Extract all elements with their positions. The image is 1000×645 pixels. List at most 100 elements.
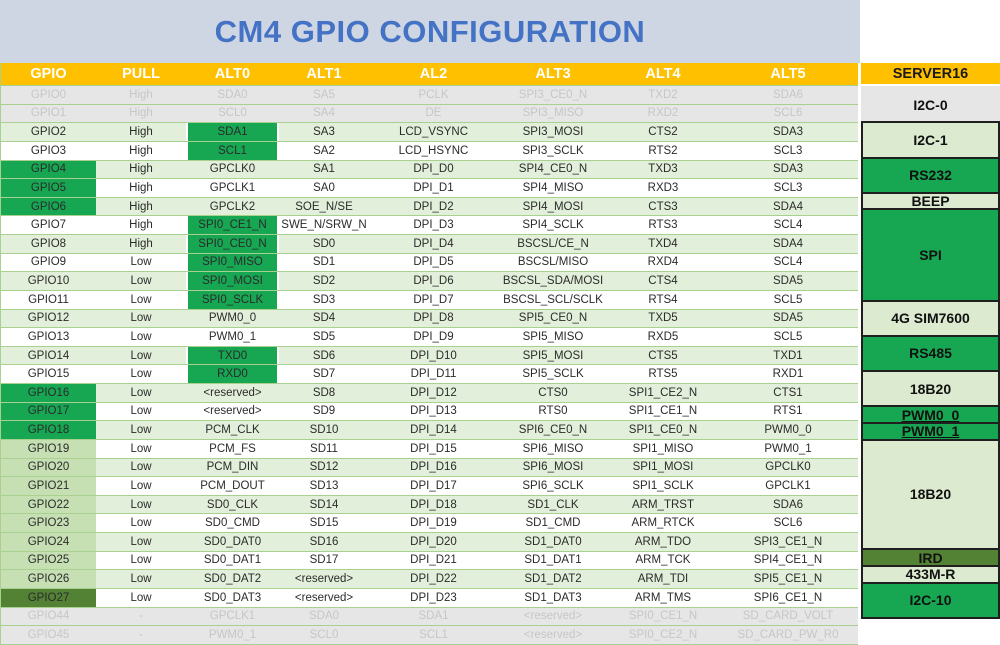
server-cell-4g-sim7600: 4G SIM7600 [861,299,1000,337]
table-cell: DPI_D18 [410,498,457,511]
server-column-header: SERVER16 [861,63,1000,86]
table-cell: PCLK [418,88,449,101]
server-cell-i2c-1: I2C-1 [861,121,1000,159]
table-cell: DPI_D13 [410,405,457,418]
table-cell: High [129,219,153,232]
table-row-gpio26: GPIO26 Low SD0_DAT2 <reserved> DPI_D22 SD1_DA… [1,570,858,589]
table-cell: High [129,163,153,176]
server-column: SERVER16 I2C-0 I2C-1 RS232 BEEP SPI 4G SIM760… [861,63,1000,619]
table-cell: RXD3 [647,181,679,194]
column-header-alt3: ALT3 [535,66,571,82]
table-cell: SA3 [313,126,335,139]
table-cell: SA0 [313,181,335,194]
table-cell: CTS0 [538,386,568,399]
table-cell: GPCLK1 [209,181,256,194]
table-cell: SWE_N/SRW_N [281,219,367,232]
gpio-cell: GPIO4 [1,160,96,179]
table-cell: SCL6 [773,107,803,120]
table-cell: CTS3 [648,200,678,213]
gpio-cell: GPIO2 [30,126,67,139]
table-cell: LCD_VSYNC [398,126,469,139]
column-header-gpio: GPIO [30,66,67,82]
table-cell: RTS5 [648,368,678,381]
gpio-cell: GPIO0 [30,88,67,101]
gpio-table: GPIO PULL ALT0 ALT1 AL2 ALT3 ALT4 ALT5 GPIO0 Hig… [0,63,858,645]
table-cell: SD1_DAT2 [524,573,582,586]
table-cell: SPI4_CE1_N [753,554,823,567]
table-cell: SD5 [312,330,336,343]
table-cell: SD_CARD_PW_R0 [737,628,839,641]
table-cell: ARM_RTCK [631,517,695,530]
table-cell: SPI5_MOSI [522,349,584,362]
table-cell: SPI1_CE0_N [628,424,698,437]
table-row-gpio20: GPIO20 Low PCM_DIN SD12 DPI_D16 SPI6_MOSI SPI1… [1,458,858,478]
table-cell: RXD2 [647,107,679,120]
table-cell: SD1_DAT0 [524,535,582,548]
table-cell: SPI0_CE2_N [628,628,698,641]
table-cell: SD6 [312,349,336,362]
table-cell: ARM_TDO [634,535,692,548]
column-header-alt1: ALT1 [306,66,342,82]
table-cell: LCD_HSYNC [398,144,469,157]
table-cell: DPI_D10 [410,349,457,362]
gpio-cell: GPIO16 [1,384,96,402]
table-cell: SD17 [309,554,339,567]
table-cell: GPCLK2 [209,200,256,213]
table-cell: <reserved> [294,591,354,604]
table-cell: PWM0_1 [764,442,812,455]
table-cell: High [129,237,153,250]
table-cell: SDA3 [772,126,804,139]
table-cell: Low [130,573,152,586]
table-cell: SD7 [312,368,336,381]
table-cell: SD0_DAT0 [203,535,262,548]
table-cell: SDA0 [217,88,248,101]
table-cell: SDA3 [772,163,804,176]
table-cell: BSCSL_SCL/SCLK [503,293,603,306]
table-cell: - [139,610,143,623]
table-cell: SPI3_MISO [522,107,584,120]
table-cell: RXD0 [186,365,279,383]
table-row-gpio16: GPIO16 Low <reserved> SD8 DPI_D12 CTS0 SPI1_CE… [1,384,858,403]
gpio-cell: GPIO15 [27,368,70,381]
table-cell: Low [130,498,152,511]
table-cell: TXD0 [186,346,279,365]
table-row-gpio18: GPIO18 Low PCM_CLK SD10 DPI_D14 SPI6_CE0_N SPI… [1,421,858,440]
table-cell: SPI0_SCLK [186,290,279,309]
table-row-gpio9: GPIO9 Low SPI0_MISO SD1 DPI_D5 BSCSL/MISO RXD4… [1,253,858,273]
table-cell: SD1_DAT3 [524,591,582,604]
main-header-row: GPIO PULL ALT0 ALT1 AL2 ALT3 ALT4 ALT5 [1,63,858,86]
table-row-gpio21: GPIO21 Low PCM_DOUT SD13 DPI_D17 SPI6_SCLK SPI… [1,477,858,496]
table-cell: SPI0_CE0_N [186,235,279,253]
table-row-gpio11: GPIO11 Low SPI0_SCLK SD3 DPI_D7 BSCSL_SCL/SCL… [1,290,858,310]
gpio-cell: GPIO5 [1,179,96,197]
table-cell: DPI_D8 [413,312,454,325]
table-cell: SDA5 [772,275,804,288]
table-cell: SPI5_MISO [522,330,584,343]
table-row-gpio1: GPIO1 High SCL0 SA4 DE SPI3_MISO RXD2 SCL6 [1,104,858,124]
column-header-alt0: ALT0 [214,66,251,82]
table-cell: SD1_CLK [527,498,579,511]
table-cell: Low [130,442,152,455]
table-row-gpio17: GPIO17 Low <reserved> SD9 DPI_D13 RTS0 SPI1_CE… [1,402,858,422]
server-column-cells: I2C-0 I2C-1 RS232 BEEP SPI 4G SIM7600 RS485 18B… [861,86,1000,619]
server-cell-rs485: RS485 [861,334,1000,373]
table-cell: High [129,88,153,101]
gpio-cell: GPIO1 [30,107,67,120]
table-cell: DPI_D19 [410,517,457,530]
table-cell: SD11 [310,442,338,455]
gpio-cell: GPIO7 [30,219,67,232]
table-cell: <reserved> [203,386,262,399]
table-row-gpio10: GPIO10 Low SPI0_MOSI SD2 DPI_D6 BSCSL_SDA/MOS… [1,272,858,291]
gpio-cell: GPIO14 [27,349,70,362]
table-cell: PWM0_1 [208,330,257,343]
table-cell: DPI_D3 [413,219,454,232]
table-row-gpio7: GPIO7 High SPI0_CE1_N SWE_N/SRW_N DPI_D3 SPI4… [1,216,858,235]
table-row-gpio14: GPIO14 Low TXD0 SD6 DPI_D10 SPI5_MOSI CTS5 TXD1 [1,346,858,366]
table-cell: Low [130,405,152,418]
table-cell: SPI6_CE1_N [753,591,823,604]
table-cell: DPI_D9 [413,330,454,343]
table-cell: SPI3_CE0_N [518,88,588,101]
table-cell: TXD2 [648,88,678,101]
gpio-cell: GPIO25 [1,551,96,570]
column-header-al2: AL2 [419,66,448,82]
